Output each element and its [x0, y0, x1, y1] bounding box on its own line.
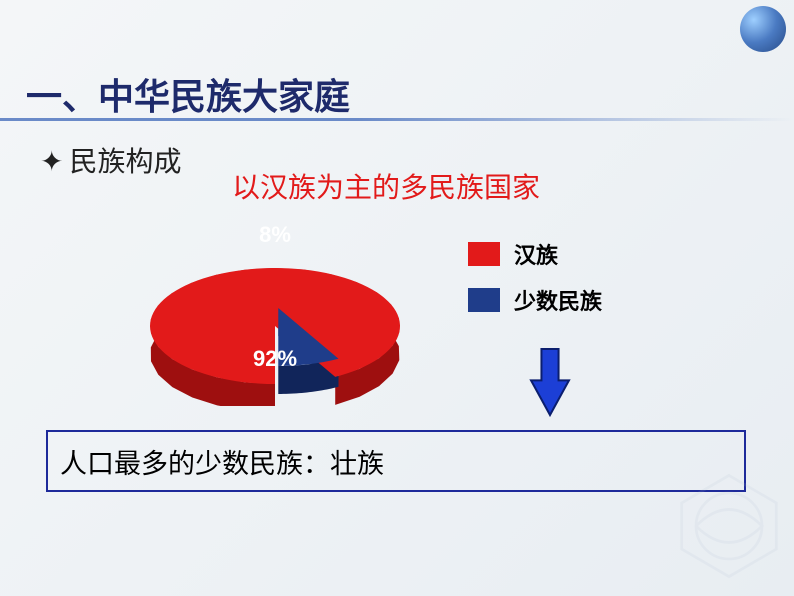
- svg-text:8%: 8%: [259, 222, 291, 247]
- footer-box: 人口最多的少数民族：壮族: [46, 430, 746, 492]
- page-title: 一、中华民族大家庭: [26, 68, 350, 120]
- title-underline: [0, 118, 794, 121]
- legend: 汉族 少数民族: [468, 238, 602, 330]
- legend-swatch: [468, 288, 500, 312]
- globe-icon: [740, 6, 786, 52]
- footer-text: 人口最多的少数民族：壮族: [60, 442, 384, 481]
- bullet-icon: ✦: [40, 146, 63, 177]
- legend-item: 汉族: [468, 238, 602, 270]
- legend-swatch: [468, 242, 500, 266]
- legend-item: 少数民族: [468, 284, 602, 316]
- subheader-text: 民族构成: [69, 146, 181, 177]
- down-arrow-icon: [526, 346, 574, 423]
- svg-text:92%: 92%: [253, 346, 297, 371]
- legend-label: 少数民族: [514, 284, 602, 316]
- pie-chart: 92% 8%: [130, 196, 420, 406]
- legend-label: 汉族: [514, 238, 558, 270]
- subheader: ✦民族构成: [40, 140, 181, 180]
